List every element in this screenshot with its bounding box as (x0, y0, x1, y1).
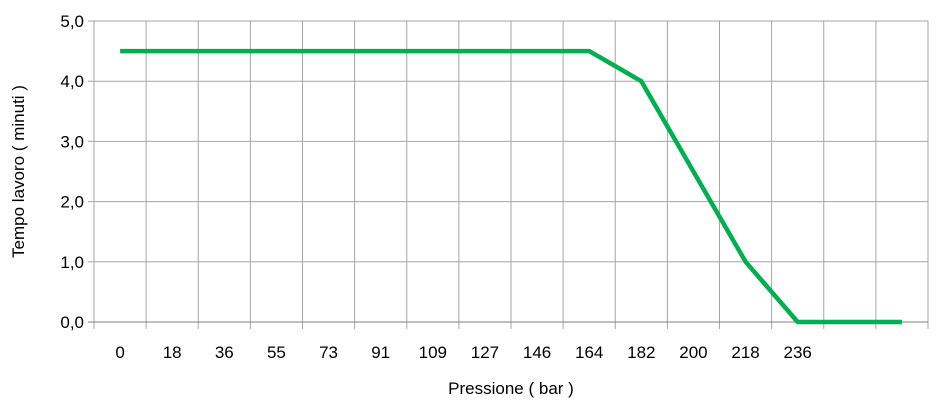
y-tick-label: 3,0 (60, 132, 84, 151)
x-tick-label: 146 (523, 343, 551, 362)
horizontal-gridlines (88, 20, 928, 263)
y-tick-labels: 0,0 1,0 2,0 3,0 4,0 5,0 (60, 12, 84, 332)
series-line (120, 48, 902, 325)
x-tick-label: 0 (115, 343, 124, 362)
x-tick-label: 91 (371, 343, 390, 362)
x-tick-label: 218 (731, 343, 759, 362)
y-tick-label: 0,0 (60, 313, 84, 332)
x-tick-label: 182 (627, 343, 655, 362)
y-axis-title: Tempo lavoro ( minuti ) (9, 85, 28, 258)
x-tick-label: 55 (267, 343, 286, 362)
vertical-gridlines (93, 21, 929, 329)
y-tick-label: 2,0 (60, 193, 84, 212)
y-tick-label: 5,0 (60, 12, 84, 31)
x-tick-label: 236 (784, 343, 812, 362)
series-group (120, 48, 902, 325)
x-tick-label: 73 (319, 343, 338, 362)
x-tick-label: 18 (163, 343, 182, 362)
x-tick-label: 164 (575, 343, 603, 362)
x-tick-label: 200 (679, 343, 707, 362)
x-tick-label: 109 (419, 343, 447, 362)
y-tick-label: 1,0 (60, 253, 84, 272)
x-tick-label: 127 (471, 343, 499, 362)
x-tick-labels: 0 18 36 55 73 91 109 127 146 164 182 200 218 236 (115, 343, 812, 362)
y-tick-label: 4,0 (60, 72, 84, 91)
x-tick-label: 36 (215, 343, 234, 362)
x-axis-title: Pressione ( bar ) (448, 379, 574, 398)
